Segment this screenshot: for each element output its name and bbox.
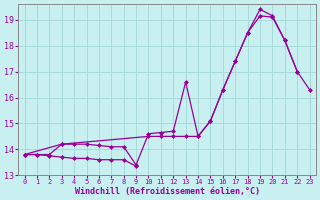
X-axis label: Windchill (Refroidissement éolien,°C): Windchill (Refroidissement éolien,°C) [75,187,260,196]
